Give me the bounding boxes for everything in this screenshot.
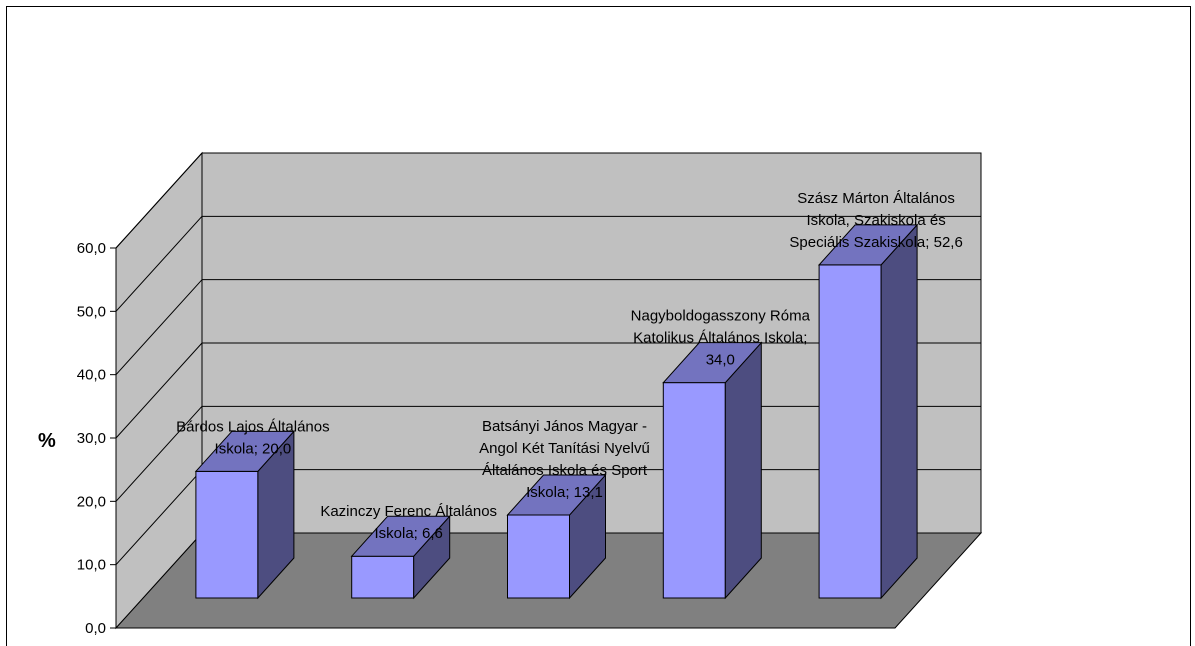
bar-front: [351, 555, 415, 599]
y-tick-label: 10,0: [77, 557, 106, 574]
bar-side: [880, 223, 918, 600]
bar: [350, 514, 451, 600]
data-label-line: 34,0: [706, 352, 735, 369]
y-tick-label: 30,0: [77, 430, 106, 447]
side-gridline: [115, 152, 203, 249]
bars: [194, 223, 919, 600]
data-label: Szász Márton Általános Iskola, Szakiskola…: [789, 190, 962, 251]
side-gridline: [115, 469, 203, 566]
bar-top: [506, 474, 607, 516]
bar-top: [817, 224, 919, 266]
bar-front: [507, 514, 570, 599]
y-tick-label: 50,0: [77, 303, 106, 320]
side-gridline: [115, 279, 203, 376]
data-label: Nagyboldogasszony Róma Katolikus Általáno…: [631, 308, 811, 369]
y-tick-label: 40,0: [77, 367, 106, 384]
data-label-line: Nagyboldogasszony Róma: [631, 308, 811, 325]
data-label-line: Batsányi János Magyar -: [482, 418, 647, 435]
bar: [506, 473, 607, 600]
data-label-line: Iskola; 6,6: [375, 525, 443, 542]
bar-front: [662, 382, 726, 599]
bar-top: [350, 515, 451, 557]
bar: [817, 223, 919, 600]
y-axis: 0,0 10,0 20,0 30,0 40,0 50,0 60,0: [77, 240, 117, 637]
data-label: Bárdos Lajos Általános Iskola; 20,0: [176, 418, 329, 457]
bar-top: [662, 342, 763, 384]
y-tick-label: 0,0: [85, 620, 106, 637]
y-axis-label: %: [38, 430, 56, 452]
data-label-line: Katolikus Általános Iskola;: [633, 330, 807, 347]
bar-top: [194, 430, 296, 472]
data-label-line: Bárdos Lajos Általános: [176, 418, 329, 435]
data-label-line: Kazinczy Ferenc Általános: [320, 503, 497, 520]
bar-front: [195, 470, 259, 599]
side-gridline: [115, 342, 203, 439]
side-gridline: [115, 215, 203, 312]
data-label: Batsányi János Magyar - Angol Két Tanítás…: [479, 418, 650, 501]
y-tick-label: 20,0: [77, 493, 106, 510]
bar-side: [724, 341, 762, 600]
bar: [194, 430, 296, 600]
data-label-line: Iskola; 20,0: [215, 440, 292, 457]
bar: [662, 341, 763, 600]
data-labels: Bárdos Lajos Általános Iskola; 20,0 Kazinc…: [176, 190, 963, 542]
data-label: Kazinczy Ferenc Általános Iskola; 6,6: [320, 503, 497, 542]
data-label-line: Iskola; 13,1: [526, 484, 603, 501]
data-label-line: Általános Iskola és Sport: [482, 462, 648, 479]
side-gridline: [115, 405, 203, 502]
data-label-line: Szász Márton Általános: [797, 190, 955, 207]
data-label-line: Iskola, Szakiskola és: [806, 212, 945, 229]
y-tick-label: 60,0: [77, 240, 106, 257]
bar-front: [818, 264, 882, 599]
data-label-line: Angol Két Tanítási Nyelvű: [479, 440, 650, 457]
data-label-line: Speciális Szakiskola; 52,6: [789, 234, 962, 251]
